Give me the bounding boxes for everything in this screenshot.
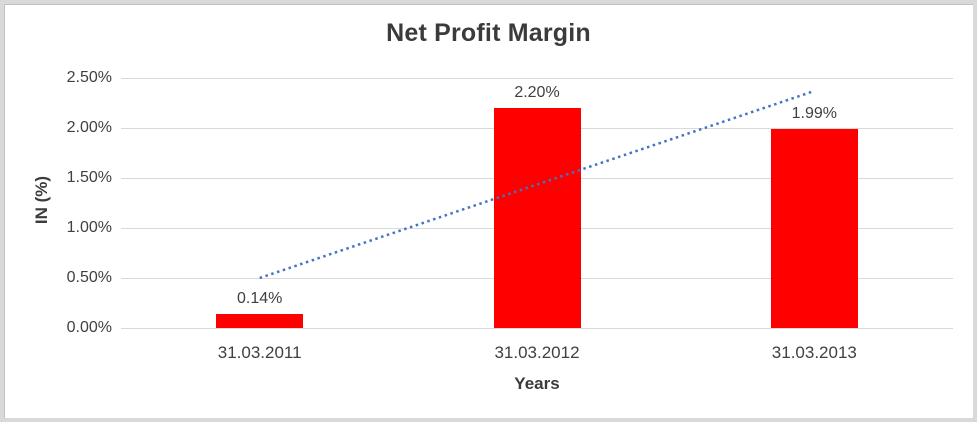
bar-31.03.2012 — [493, 108, 581, 328]
x-axis-tick-label: 31.03.2013 — [771, 343, 857, 362]
plot-area — [121, 78, 953, 329]
x-axis-tick-label: 31.03.2011 — [217, 343, 302, 362]
y-axis-title: IN (%) — [32, 175, 51, 225]
gridline — [121, 78, 953, 79]
y-axis-tick-label: 1.50% — [66, 169, 112, 186]
bar-31.03.2011 — [216, 314, 304, 328]
y-axis-tick-label: 0.50% — [66, 269, 112, 286]
chart-title: Net Profit Margin — [386, 19, 591, 47]
bar-data-label: 2.20% — [514, 84, 560, 101]
trendline — [259, 89, 815, 280]
y-axis-tick-label: 0.00% — [66, 319, 112, 336]
y-axis-tick-label: 2.50% — [66, 69, 112, 86]
gridline — [121, 328, 953, 329]
bar-31.03.2013 — [770, 129, 858, 328]
x-axis-title: Years — [514, 374, 560, 393]
x-axis-tick-label: 31.03.2012 — [494, 343, 580, 362]
bar-data-label: 1.99% — [791, 105, 838, 122]
bar-data-label: 0.14% — [236, 290, 283, 307]
y-axis-tick-label: 1.00% — [66, 219, 112, 236]
y-axis-tick-label: 2.00% — [66, 119, 112, 136]
